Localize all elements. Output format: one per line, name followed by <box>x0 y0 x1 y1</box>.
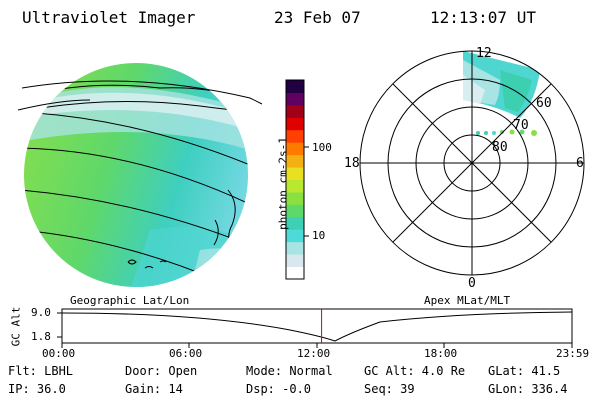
seq-status: Seq: 39 <box>364 382 415 396</box>
date-label: 23 Feb 07 <box>274 8 361 27</box>
timeline-xtick-1200: 12:00 <box>297 347 331 360</box>
colorbar-segment <box>286 117 304 131</box>
colorbar-segment <box>286 154 304 168</box>
colorbar-segment <box>286 92 304 106</box>
mlat-label-80: 80 <box>492 140 508 155</box>
timeline-ytick-1-8: 1.8 <box>31 330 51 343</box>
timeline-axis-label: GC Alt <box>9 306 23 347</box>
colorbar-segment <box>286 104 304 118</box>
globe-image <box>17 63 263 287</box>
colorbar-tick-100: 100 <box>312 141 332 154</box>
glon-status: GLon: 336.4 <box>488 382 568 396</box>
polar-caption: Apex MLat/MLT <box>424 294 511 307</box>
ip-status: IP: 36.0 <box>8 382 66 396</box>
colorbar-segment <box>286 129 304 143</box>
colorbar-label: photon cm-2s-1 <box>276 137 290 230</box>
dsp-status: Dsp: -0.0 <box>246 382 312 396</box>
colorbar-frame <box>285 79 305 280</box>
mlat-label-70: 70 <box>513 118 529 133</box>
colorbar-segment <box>286 80 304 93</box>
colorbar <box>285 79 309 280</box>
polar-plot <box>359 50 585 276</box>
time-label: 12:13:07 UT <box>430 8 536 27</box>
altitude-timeline <box>57 308 573 348</box>
mlt-label-12: 12 <box>476 46 492 61</box>
colorbar-segment <box>286 179 304 193</box>
mlt-label-18: 18 <box>344 156 360 171</box>
timeline-xtick-0000: 00:00 <box>42 347 76 360</box>
colorbar-segment <box>286 216 304 230</box>
mlt-label-6: 6 <box>576 156 584 171</box>
colorbar-segment <box>286 204 304 218</box>
globe-caption: Geographic Lat/Lon <box>70 294 190 307</box>
aurora-band <box>476 129 537 136</box>
colorbar-segment <box>286 167 304 180</box>
colorbar-tick-10: 10 <box>312 229 326 242</box>
timeline-xtick-0600: 06:00 <box>169 347 203 360</box>
door-status: Door: Open <box>125 364 198 378</box>
mlt-label-0: 0 <box>468 276 476 291</box>
timeline-xtick-2359: 23:59 <box>556 347 590 360</box>
gc-alt-status: GC Alt: 4.0 Re <box>364 364 466 378</box>
gain-status: Gain: 14 <box>125 382 183 396</box>
colorbar-segment <box>286 241 304 255</box>
colorbar-segment <box>286 191 304 205</box>
filter-status: Flt: LBHL <box>8 364 74 378</box>
timeline-xtick-1800: 18:00 <box>424 347 458 360</box>
mlat-label-60: 60 <box>536 96 552 111</box>
instrument-title: Ultraviolet Imager <box>22 8 196 27</box>
mode-status: Mode: Normal <box>246 364 333 378</box>
glat-status: GLat: 41.5 <box>488 364 561 378</box>
colorbar-segment <box>286 254 304 268</box>
colorbar-segment <box>286 142 304 156</box>
colorbar-segment <box>286 266 304 280</box>
timeline-ytick-9: 9.0 <box>31 306 51 319</box>
colorbar-segment <box>286 229 304 243</box>
